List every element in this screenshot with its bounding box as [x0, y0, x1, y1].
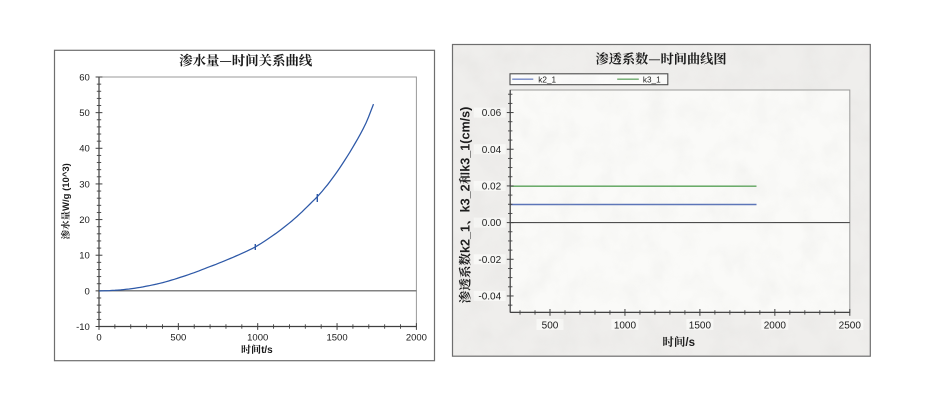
svg-text:0: 0 [96, 333, 101, 344]
svg-text:30: 30 [79, 179, 90, 190]
svg-text:0: 0 [85, 286, 90, 297]
svg-text:t/s: t/s [261, 345, 273, 356]
svg-text:50: 50 [79, 108, 90, 119]
svg-text:-10: -10 [76, 322, 90, 333]
svg-text:W/g (10^3): W/g (10^3) [61, 163, 72, 211]
svg-text:1500: 1500 [326, 333, 347, 344]
svg-text:40: 40 [79, 144, 90, 155]
svg-text:20: 20 [79, 215, 90, 226]
svg-text:60: 60 [79, 72, 90, 83]
svg-text:10: 10 [79, 251, 90, 262]
svg-text:1000: 1000 [247, 333, 268, 344]
svg-text:500: 500 [170, 333, 186, 344]
svg-text:2000: 2000 [406, 333, 427, 344]
